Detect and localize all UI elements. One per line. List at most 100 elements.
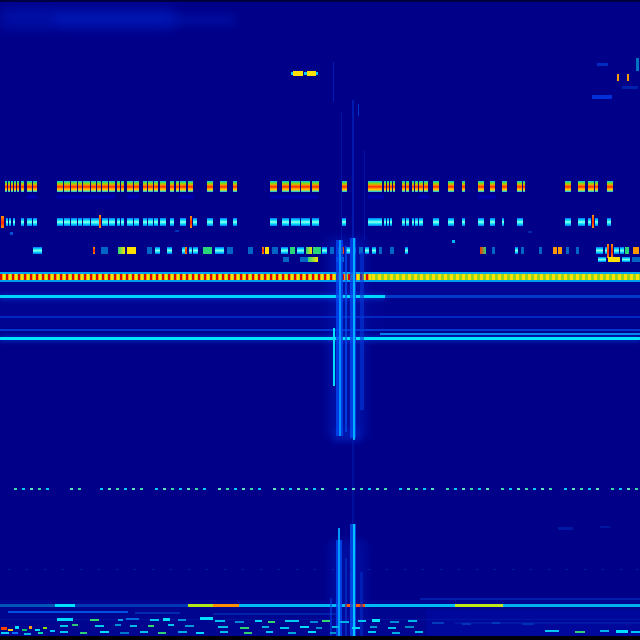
speckle	[80, 632, 87, 634]
dashed-band-edge	[0, 280, 640, 282]
speck-row-dash	[306, 247, 312, 254]
cyan-row-dash	[406, 218, 409, 226]
hot-row-dash	[33, 181, 37, 192]
speck-row-dash	[203, 247, 212, 254]
hot-row-dash	[27, 181, 32, 192]
v-streak	[345, 246, 347, 432]
hot-row-dash	[102, 181, 108, 192]
bottom-line-segment	[213, 604, 239, 607]
faint-dot-row-dot	[566, 569, 568, 570]
hot-row-dash	[595, 181, 598, 192]
speck-row-dash	[265, 247, 269, 254]
faint-dot-row-dot	[170, 569, 172, 570]
speck-row-dash	[566, 247, 569, 254]
faint-dot-row-dot	[314, 569, 316, 570]
cyan-row-dash	[412, 218, 414, 226]
speck-row-dash	[521, 247, 524, 254]
speckle	[115, 624, 121, 626]
speckle	[372, 619, 380, 622]
hot-row-dash	[607, 181, 613, 192]
hot-row-shadow-dash	[478, 195, 496, 199]
green-dot-row-dot	[360, 488, 363, 490]
speck-row-dash	[193, 247, 198, 254]
hot-row-dash	[148, 181, 153, 192]
bottom-line-segment	[55, 604, 75, 607]
cyan-row-dash	[301, 218, 310, 226]
speckle	[235, 621, 244, 623]
hot-row-dash	[387, 181, 389, 192]
faint-dot-row-dot	[62, 569, 64, 570]
speckle	[622, 86, 638, 89]
hot-row-shadow-dash	[102, 195, 115, 199]
cyan-row-dash	[109, 218, 115, 226]
cyan-row-dash	[6, 218, 8, 226]
green-dot-row-dot	[446, 488, 449, 490]
hot-row-dash	[170, 181, 174, 192]
speckle	[196, 632, 204, 634]
speck-row-dash	[539, 247, 542, 254]
green-dot-row-dot	[155, 488, 158, 490]
bottom-line-segment	[188, 604, 213, 607]
hot-row-dash	[109, 181, 115, 192]
h-line	[135, 612, 180, 614]
speckle	[617, 74, 619, 81]
glow-patch	[0, 8, 175, 28]
hot-row-dash	[121, 181, 124, 192]
hot-row-dash	[490, 181, 495, 192]
hot-row-dash	[14, 181, 16, 192]
green-dot-row-dot	[179, 488, 182, 490]
green-dot-row-dot	[281, 488, 284, 490]
faint-dot-row-dot	[620, 569, 622, 570]
speck-row-dash	[272, 247, 278, 254]
speckle	[130, 625, 137, 627]
cyan-row-dash	[578, 218, 585, 226]
speck-row-dash	[297, 247, 304, 254]
speckle	[266, 631, 273, 633]
cyan-row-dash	[384, 218, 386, 226]
cyan-row-dash	[134, 218, 139, 226]
speckle	[390, 621, 399, 623]
v-streak	[339, 240, 341, 436]
speck-row-dash	[625, 247, 629, 254]
speck-row-dash	[576, 247, 579, 254]
cyan-row-dash	[588, 218, 591, 226]
green-dot-row-dot	[517, 488, 520, 490]
speckle	[332, 626, 339, 628]
green-dot-row-dot	[297, 488, 300, 490]
cyan-row-dash	[270, 218, 277, 226]
hot-row-dash	[78, 181, 82, 192]
speckle	[175, 230, 179, 232]
speck-row-dash	[93, 247, 95, 254]
faint-dot-row-dot	[548, 569, 550, 570]
speck-row-lower-dash	[632, 257, 640, 262]
faint-dot-row-dot	[260, 569, 262, 570]
cyan-row-dash	[121, 218, 124, 226]
green-dot-row-dot	[549, 488, 552, 490]
speckle	[408, 620, 417, 622]
speckle	[60, 631, 68, 633]
speck-row-dash	[372, 247, 376, 254]
speck-row-dash	[607, 244, 609, 258]
cyan-row-dash	[33, 218, 37, 226]
hot-row-shadow-dash	[270, 195, 318, 199]
green-dot-row-dot	[384, 488, 387, 490]
cyan-row-dash	[71, 218, 77, 226]
speckle	[215, 620, 225, 622]
green-dot-row-dot	[423, 488, 426, 490]
speck-row-dash	[596, 247, 603, 254]
green-dot-row-dot	[454, 488, 457, 490]
cyan-row-dash	[9, 218, 11, 226]
cyan-row-dash	[193, 218, 197, 226]
speckle	[528, 231, 532, 233]
faint-dot-row-dot	[584, 569, 586, 570]
cyan-row-dash	[91, 218, 96, 226]
speckle	[29, 626, 32, 629]
speckle	[200, 617, 213, 620]
speckle	[150, 619, 159, 621]
cyan-row-dash	[64, 218, 70, 226]
faint-dot-row-dot	[440, 569, 442, 570]
speckle	[1, 627, 7, 630]
faint-dot-row-dot	[80, 569, 82, 570]
green-dot-row-dot	[234, 488, 237, 490]
speck-row-dash	[515, 247, 518, 254]
